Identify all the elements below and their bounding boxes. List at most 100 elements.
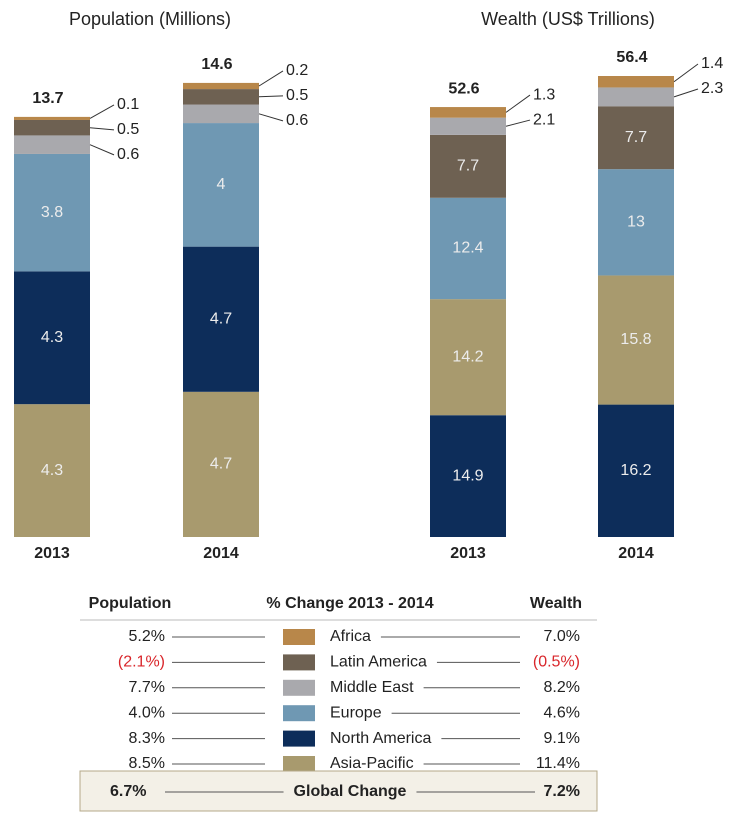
legend-swatch [283, 679, 315, 696]
total-label: 56.4 [616, 49, 647, 66]
value-label: 2.3 [701, 80, 723, 97]
leader-line [89, 127, 115, 131]
bar-segment [598, 106, 674, 170]
value-label: 0.1 [117, 96, 139, 113]
bar-segment [183, 246, 259, 392]
total-label: 52.6 [448, 80, 479, 97]
value-label: 1.4 [701, 55, 723, 72]
region-name: North America [330, 730, 431, 747]
value-label: 4 [217, 176, 226, 193]
bar-segment [430, 107, 506, 118]
leader-line [505, 119, 531, 127]
legend-swatch [283, 629, 315, 645]
bar-segment [183, 123, 259, 247]
bar-segment [14, 119, 90, 136]
value-label: 7.7 [457, 158, 479, 175]
value-label: 0.6 [117, 146, 139, 163]
x-tick-label: 2014 [203, 545, 239, 562]
global-box [79, 770, 598, 812]
chart-title: Wealth (US$ Trillions) [481, 9, 655, 29]
global-population: 6.7% [110, 783, 146, 800]
population-change: 7.7% [129, 679, 165, 696]
wealth-change: 7.0% [544, 628, 580, 645]
region-name: Middle East [330, 679, 414, 696]
population-change: 5.2% [129, 628, 165, 645]
value-label: 16.2 [620, 462, 651, 479]
value-label: 14.2 [452, 348, 483, 365]
leader-line [258, 113, 284, 122]
bar-segment [14, 116, 90, 120]
bar-segment [598, 404, 674, 537]
region-name: Asia-Pacific [330, 755, 414, 772]
value-label: 4.3 [41, 462, 63, 479]
table-header: % Change 2013 - 2014 [266, 595, 433, 612]
leader-line [89, 104, 115, 119]
region-name: Europe [330, 704, 382, 721]
x-tick-label: 2013 [450, 545, 486, 562]
value-label: 3.8 [41, 204, 63, 221]
bar-segment [183, 89, 259, 105]
value-label: 7.7 [625, 129, 647, 146]
bar-segment [183, 104, 259, 124]
global-wealth: 7.2% [544, 783, 580, 800]
total-label: 13.7 [32, 90, 63, 107]
value-label: 1.3 [533, 86, 555, 103]
bar-segment [183, 391, 259, 537]
region-name: Latin America [330, 654, 427, 671]
bar-segment [183, 82, 259, 90]
legend-swatch [283, 730, 315, 747]
population-change: 8.5% [129, 755, 165, 772]
leader-line [89, 144, 115, 156]
value-label: 0.2 [286, 62, 308, 79]
bar-segment [430, 415, 506, 537]
bar-segment [14, 153, 90, 272]
population-change: 8.3% [129, 730, 165, 747]
bar-segment [14, 404, 90, 537]
wealth-change: 9.1% [544, 730, 580, 747]
value-label: 2.1 [533, 111, 555, 128]
leader-line [258, 95, 284, 98]
value-label: 0.5 [117, 121, 139, 138]
bar-segment [598, 275, 674, 405]
leader-line [673, 63, 699, 83]
leader-line [505, 94, 531, 113]
population-change: 4.0% [129, 704, 165, 721]
bar-segment [598, 87, 674, 107]
legend-swatch [283, 705, 315, 722]
bar-segment [430, 134, 506, 198]
value-label: 14.9 [452, 467, 483, 484]
value-label: 4.7 [210, 456, 232, 473]
table-header: Wealth [530, 595, 582, 612]
bar-segment [430, 299, 506, 416]
leader-line [673, 88, 699, 98]
value-label: 13 [627, 214, 645, 231]
global-label: Global Change [294, 783, 407, 800]
wealth-change: (0.5%) [533, 654, 580, 671]
wealth-change: 8.2% [544, 679, 580, 696]
x-tick-label: 2014 [618, 545, 654, 562]
value-label: 4.7 [210, 310, 232, 327]
total-label: 14.6 [201, 56, 232, 73]
bar-segment [598, 76, 674, 88]
value-label: 4.3 [41, 329, 63, 346]
population-change: (2.1%) [118, 654, 165, 671]
bar-segment [14, 271, 90, 405]
bar-segment [430, 117, 506, 135]
chart-title: Population (Millions) [69, 9, 231, 29]
region-name: Africa [330, 628, 371, 645]
bar-segment [430, 197, 506, 300]
x-tick-label: 2013 [34, 545, 70, 562]
wealth-change: 11.4% [536, 755, 580, 772]
value-label: 12.4 [452, 240, 483, 257]
bar-segment [14, 135, 90, 154]
leader-line [258, 70, 284, 87]
table-header: Population [89, 595, 172, 612]
value-label: 0.6 [286, 112, 308, 129]
bar-segment [598, 169, 674, 276]
value-label: 0.5 [286, 87, 308, 104]
wealth-change: 4.6% [544, 704, 580, 721]
legend-swatch [283, 756, 315, 772]
legend-swatch [283, 654, 315, 671]
value-label: 15.8 [620, 331, 651, 348]
